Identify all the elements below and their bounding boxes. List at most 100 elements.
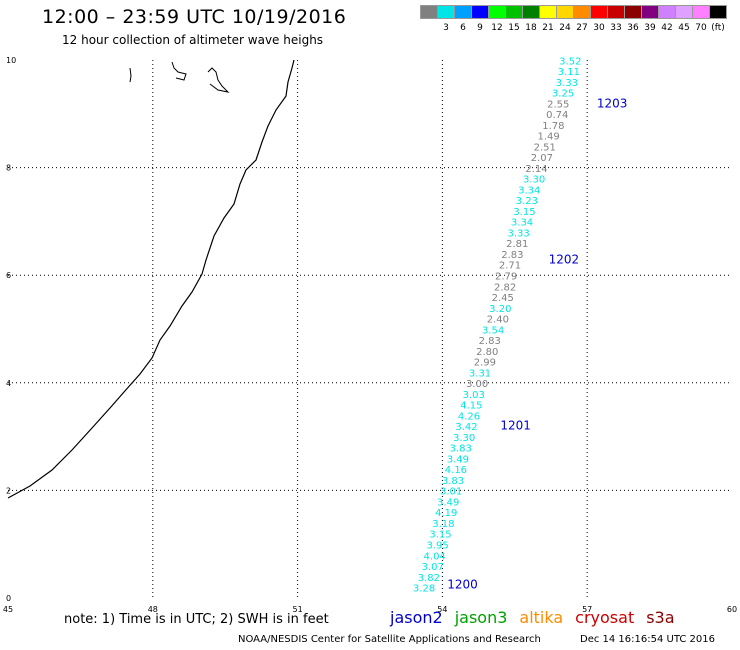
swh-value: 3.34 (511, 218, 533, 229)
y-tick-label: 8 (6, 164, 11, 173)
swh-value: 3.95 (426, 541, 448, 552)
swh-value: 2.40 (487, 315, 509, 326)
swh-value: 3.03 (463, 390, 485, 401)
color-scale-label: 30 (593, 23, 605, 33)
satellite-legend-item: jason3 (454, 608, 508, 627)
swh-value: 3.33 (508, 228, 530, 239)
map-subtitle: 12 hour collection of altimeter wave hei… (62, 33, 324, 47)
satellite-legend: jason2 jason3 altika cryosat s3a (390, 608, 687, 627)
color-scale-label: 27 (576, 23, 588, 33)
swh-value: 3.25 (552, 89, 574, 100)
color-scale-label: 36 (627, 23, 639, 33)
swh-value: 3.23 (516, 196, 538, 207)
swh-value: 2.80 (476, 347, 498, 358)
swh-value: 2.82 (494, 282, 516, 293)
color-scale-label: 9 (477, 23, 483, 33)
swh-value: 3.52 (559, 56, 581, 67)
swh-value: 3.00 (466, 379, 488, 390)
swh-value: 0.74 (546, 110, 568, 121)
swh-value: 3.33 (556, 78, 578, 89)
swh-value: 2.55 (547, 99, 569, 110)
color-scale-label: 39 (644, 23, 656, 33)
color-scale-label: 15 (508, 23, 520, 33)
swh-value: 1.78 (542, 121, 564, 132)
swh-value: 3.15 (429, 530, 451, 541)
x-tick-label: 48 (148, 605, 158, 614)
color-scale-label: 18 (525, 23, 537, 33)
pass-time-label: 1203 (597, 96, 628, 110)
swh-value: 3.30 (523, 175, 545, 186)
coastline (7, 59, 295, 499)
color-scale-label: 12 (491, 23, 503, 33)
x-tick-label: 57 (582, 605, 592, 614)
color-scale-label: 42 (661, 23, 673, 33)
x-tick-label: 45 (3, 605, 13, 614)
swh-value: 3.34 (518, 185, 540, 196)
swh-value: 2.07 (531, 153, 553, 164)
footer-note: note: 1) Time is in UTC; 2) SWH is in fe… (64, 612, 329, 627)
swh-value: 4.19 (435, 508, 457, 519)
x-tick-label: 54 (437, 605, 447, 614)
swh-value: 3.15 (513, 207, 535, 218)
swh-value: 3.11 (558, 67, 580, 78)
swh-value: 2.99 (474, 358, 496, 369)
color-scale-labels: 3 6 9 12 15 18 21 24 27 30 33 36 39 42 45 70 (ft) (420, 23, 740, 37)
swh-values: 3.523.113.333.252.550.741.781.492.512.07… (413, 56, 582, 594)
swh-value: 3.20 (489, 304, 511, 315)
satellite-legend-item: cryosat (575, 608, 635, 627)
pass-time-label: 1202 (549, 252, 580, 266)
swh-value: 2.83 (501, 250, 523, 261)
color-swatch (709, 5, 727, 19)
color-scale-label: 70 (695, 23, 707, 33)
y-tick-label: 2 (6, 486, 11, 495)
color-scale-label: 24 (559, 23, 571, 33)
x-tick-label: 60 (727, 605, 737, 614)
coastline-path (7, 59, 295, 499)
swh-value: 2.14 (525, 164, 547, 175)
color-scale-label: 6 (460, 23, 466, 33)
color-swatches (420, 5, 727, 24)
swh-value: 3.07 (422, 562, 444, 573)
swh-value: 4.15 (460, 401, 482, 412)
x-tick-label: 51 (293, 605, 303, 614)
swh-value: 3.28 (413, 584, 435, 595)
swh-value: 2.83 (479, 336, 501, 347)
credit-line: NOAA/NESDIS Center for Satellite Applica… (238, 634, 541, 645)
map-title: 12:00 – 23:59 UTC 10/19/2016 (42, 6, 347, 28)
swh-value: 3.42 (455, 422, 477, 433)
swh-value: 3.30 (453, 433, 475, 444)
swh-value: 2.79 (495, 272, 517, 283)
swh-value: 3.01 (440, 487, 462, 498)
generated-timestamp: Dec 14 16:16:54 UTC 2016 (580, 634, 715, 645)
color-scale-label: (ft) (711, 23, 725, 33)
swh-value: 3.49 (437, 497, 459, 508)
island-outline (129, 67, 132, 83)
swh-value: 1.49 (537, 132, 559, 143)
swh-value: 2.51 (534, 142, 556, 153)
axis-ticks: 45 48 51 54 57 60 0 2 4 6 8 10 (3, 56, 737, 614)
color-scale-label: 33 (610, 23, 622, 33)
swh-value: 3.54 (482, 325, 504, 336)
swh-value: 3.83 (450, 444, 472, 455)
y-tick-label: 6 (6, 271, 11, 280)
color-scale-label: 45 (678, 23, 690, 33)
swh-value: 3.31 (469, 368, 491, 379)
swh-value: 4.04 (424, 551, 446, 562)
satellite-legend-item: jason2 (390, 608, 443, 627)
swh-value: 3.18 (432, 519, 454, 530)
color-scale-label: 21 (542, 23, 554, 33)
satellite-legend-item: s3a (646, 608, 675, 627)
swh-value: 4.26 (458, 411, 480, 422)
swh-value: 2.45 (492, 293, 514, 304)
swh-value: 2.81 (506, 239, 528, 250)
island-outline (171, 61, 187, 81)
satellite-legend-item: altika (519, 608, 564, 627)
island-outline (207, 67, 230, 93)
y-tick-label: 0 (6, 594, 11, 603)
swh-color-scale: 3 6 9 12 15 18 21 24 27 30 33 36 39 42 45 70 (ft) (420, 5, 727, 33)
y-tick-label: 4 (6, 379, 11, 388)
pass-labels: 1203 1202 1201 1200 (447, 96, 627, 591)
swh-value: 3.49 (447, 454, 469, 465)
pass-time-label: 1200 (447, 577, 478, 591)
swh-value: 3.83 (442, 476, 464, 487)
